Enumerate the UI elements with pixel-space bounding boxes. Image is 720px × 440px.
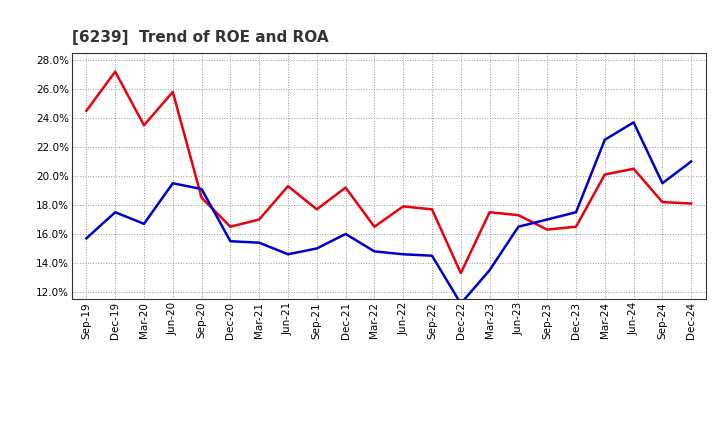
ROA (370, 249, 379, 254)
ROA (543, 217, 552, 222)
ROA (226, 238, 235, 244)
ROA (629, 120, 638, 125)
ROE (168, 89, 177, 95)
Text: [6239]  Trend of ROE and ROA: [6239] Trend of ROE and ROA (72, 29, 328, 45)
ROE (82, 108, 91, 114)
ROE (140, 123, 148, 128)
ROE (658, 199, 667, 205)
ROA (428, 253, 436, 258)
ROA (572, 209, 580, 215)
ROE (572, 224, 580, 229)
ROA (255, 240, 264, 246)
ROA (168, 180, 177, 186)
ROE (629, 166, 638, 172)
ROE (399, 204, 408, 209)
ROA (399, 252, 408, 257)
Line: ROA: ROA (86, 122, 691, 304)
ROE (514, 213, 523, 218)
ROE (226, 224, 235, 229)
ROA (82, 236, 91, 241)
ROA (514, 224, 523, 229)
ROA (140, 221, 148, 227)
ROA (111, 209, 120, 215)
ROA (687, 159, 696, 164)
ROE (370, 224, 379, 229)
ROE (687, 201, 696, 206)
ROA (341, 231, 350, 237)
ROA (197, 187, 206, 192)
ROE (284, 183, 292, 189)
Line: ROE: ROE (86, 72, 691, 273)
ROA (485, 268, 494, 273)
ROE (341, 185, 350, 190)
ROA (284, 252, 292, 257)
ROE (197, 195, 206, 200)
ROE (428, 207, 436, 212)
ROA (600, 137, 609, 143)
ROA (658, 180, 667, 186)
ROE (543, 227, 552, 232)
ROA (312, 246, 321, 251)
ROE (485, 209, 494, 215)
ROE (255, 217, 264, 222)
ROE (312, 207, 321, 212)
ROA (456, 301, 465, 306)
ROE (456, 271, 465, 276)
ROE (600, 172, 609, 177)
ROE (111, 69, 120, 74)
